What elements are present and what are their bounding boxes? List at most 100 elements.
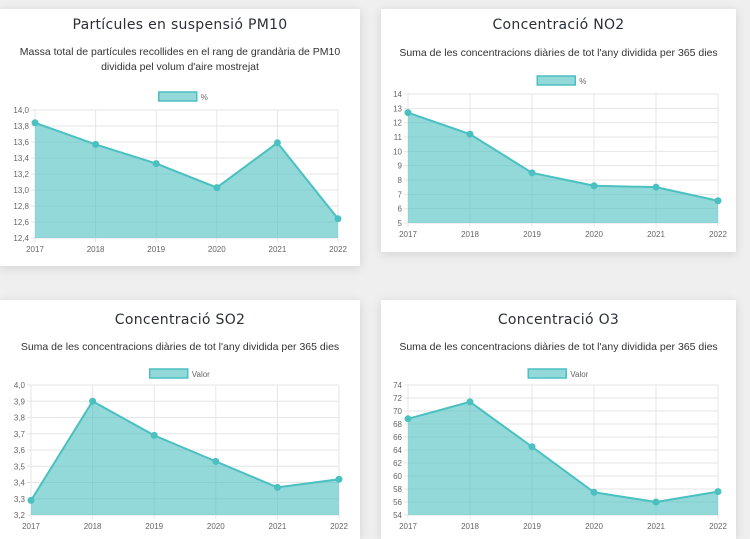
chart-subtitle: Suma de les concentracions diàries de to… [399, 47, 718, 59]
y-tick-label: 13,8 [13, 122, 29, 131]
x-tick-label: 2019 [147, 245, 165, 254]
y-tick-label: 8 [398, 176, 403, 185]
y-tick-label: 11 [394, 133, 403, 142]
data-point-2018[interactable] [89, 397, 97, 405]
series-area [408, 401, 718, 515]
data-point-2020[interactable] [590, 488, 598, 496]
x-tick-label: 2021 [647, 522, 665, 531]
x-tick-label: 2019 [523, 230, 541, 239]
chart-title: Partícules en suspensió PM10 [72, 17, 288, 33]
y-tick-label: 74 [393, 381, 402, 390]
y-tick-label: 13,4 [13, 154, 29, 163]
legend[interactable]: % [158, 91, 208, 102]
y-tick-label: 3,2 [14, 511, 26, 520]
x-tick-label: 2017 [399, 230, 417, 239]
y-tick-label: 13,0 [13, 186, 29, 195]
data-point-2018[interactable] [466, 130, 474, 138]
data-point-2021[interactable] [273, 483, 281, 491]
y-tick-label: 14,0 [13, 106, 29, 115]
legend-label: % [579, 77, 586, 86]
series-line [34, 121, 339, 220]
data-point-2017[interactable] [31, 119, 39, 127]
series-area [31, 401, 339, 515]
x-tick-label: 2020 [585, 230, 603, 239]
legend-label: % [201, 93, 208, 102]
x-tick-label: 2018 [461, 230, 479, 239]
series-line [407, 111, 719, 202]
data-point-2019[interactable] [528, 169, 536, 177]
x-tick-label: 2021 [647, 230, 665, 239]
x-tick-label: 2018 [461, 522, 479, 531]
y-tick-label: 60 [393, 472, 402, 481]
data-point-2022[interactable] [334, 215, 342, 223]
y-tick-label: 54 [393, 511, 402, 520]
o3-chart: Valor 74 72 70 68 66 64 62 60 58 56 54 2017 2018 2019 2… [393, 368, 727, 531]
data-point-2019[interactable] [152, 160, 160, 168]
data-point-2017[interactable] [404, 415, 412, 423]
legend-swatch [158, 91, 198, 102]
data-point-2019[interactable] [528, 443, 536, 451]
y-tick-label: 13 [393, 104, 402, 113]
x-tick-label: 2022 [709, 522, 727, 531]
data-point-2020[interactable] [213, 184, 221, 192]
chart-title: Concentració NO2 [492, 17, 625, 33]
x-tick-label: 2022 [709, 230, 727, 239]
y-tick-label: 64 [393, 446, 402, 455]
y-tick-label: 7 [398, 190, 403, 199]
y-tick-label: 56 [393, 498, 402, 507]
legend[interactable]: Valor [527, 368, 589, 379]
y-tick-label: 3,4 [14, 479, 26, 488]
y-tick-label: 3,8 [14, 414, 26, 423]
data-point-2020[interactable] [590, 182, 598, 190]
chart-subtitle: Massa total de partícules recollides en … [19, 46, 341, 73]
x-tick-label: 2017 [399, 522, 417, 531]
legend[interactable]: Valor [149, 368, 210, 379]
data-point-2017[interactable] [404, 109, 412, 117]
x-tick-label: 2020 [208, 245, 226, 254]
o3-card: Concentració O3 Suma de les concentracio… [381, 300, 736, 539]
y-tick-label: 3,6 [14, 446, 26, 455]
series-line [407, 400, 719, 504]
y-tick-label: 68 [393, 420, 402, 429]
x-tick-label: 2022 [330, 522, 348, 531]
y-tick-label: 10 [393, 147, 402, 156]
chart-title: Concentració O3 [497, 312, 620, 328]
x-tick-label: 2017 [22, 522, 40, 531]
y-tick-label: 12,4 [13, 234, 29, 243]
y-tick-label: 3,7 [14, 430, 26, 439]
series-line [30, 399, 340, 501]
chart-title: Concentració SO2 [114, 312, 246, 328]
legend-label: Valor [192, 370, 210, 379]
legend[interactable]: % [536, 75, 586, 86]
y-tick-label: 12,6 [13, 218, 29, 227]
y-tick-label: 4,0 [14, 381, 26, 390]
legend-swatch [149, 368, 189, 379]
x-tick-label: 2018 [87, 245, 105, 254]
x-tick-label: 2021 [269, 522, 287, 531]
chart-subtitle: Suma de les concentracions diàries de to… [399, 341, 718, 353]
data-point-2020[interactable] [212, 457, 220, 465]
x-tick-label: 2019 [523, 522, 541, 531]
so2-chart: Valor 4,0 3,9 3,8 3,7 3,6 3,5 3,4 3,3 3,2 2017 2018… [14, 368, 348, 531]
x-tick-label: 2018 [84, 522, 102, 531]
data-point-2022[interactable] [714, 488, 722, 496]
data-point-2018[interactable] [466, 398, 474, 406]
y-tick-label: 5 [398, 219, 403, 228]
y-tick-label: 6 [398, 205, 403, 214]
series-area [35, 122, 338, 238]
data-point-2022[interactable] [714, 197, 722, 205]
x-tick-label: 2019 [145, 522, 163, 531]
data-point-2017[interactable] [27, 496, 35, 504]
data-point-2021[interactable] [273, 139, 281, 147]
y-tick-label: 66 [393, 433, 402, 442]
y-tick-label: 3,3 [14, 495, 26, 504]
x-tick-label: 2017 [26, 245, 44, 254]
data-point-2018[interactable] [92, 140, 100, 148]
data-point-2019[interactable] [150, 431, 158, 439]
data-point-2022[interactable] [335, 475, 343, 483]
data-point-2021[interactable] [652, 183, 660, 191]
data-point-2021[interactable] [652, 498, 660, 506]
no2-card: Concentració NO2 Suma de les concentraci… [381, 9, 736, 252]
y-tick-label: 13,2 [13, 170, 29, 179]
x-tick-label: 2020 [207, 522, 225, 531]
